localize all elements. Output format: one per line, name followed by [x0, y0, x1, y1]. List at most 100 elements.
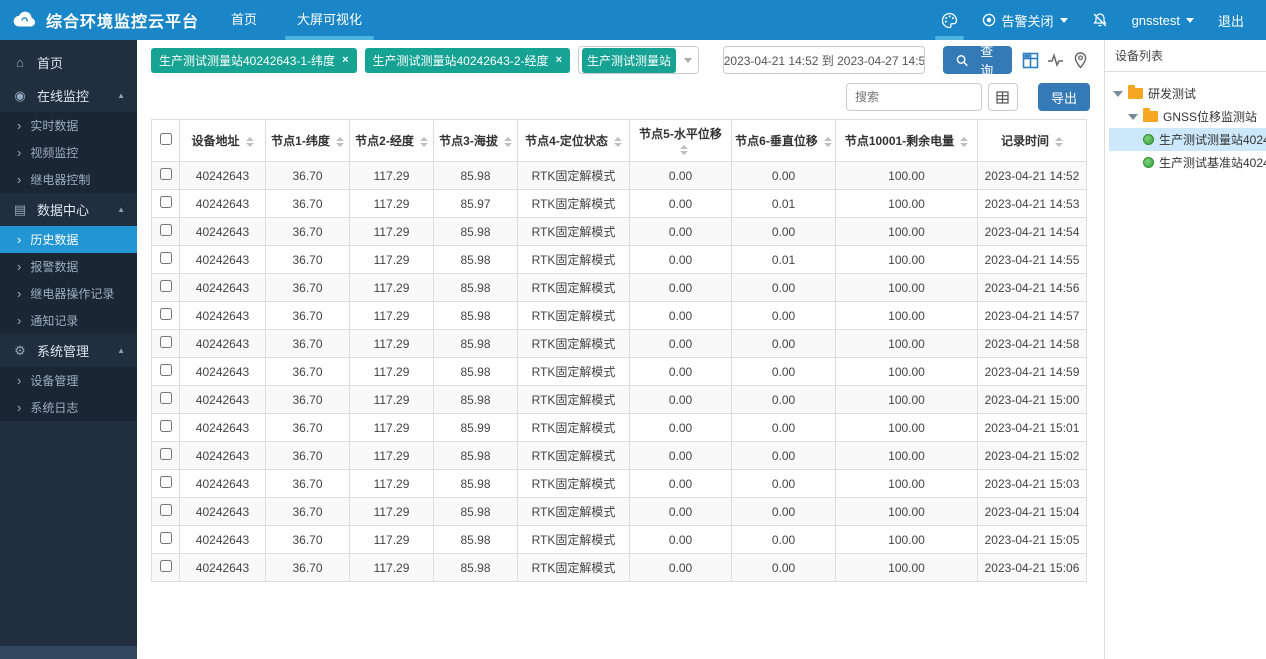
navbar-right: 告警关闭 gnsstest 退出: [934, 0, 1266, 40]
table-row: 40242643 36.70 117.29 85.98 RTK固定解模式 0.00 0.01…: [151, 245, 1087, 274]
row-checkbox[interactable]: [159, 560, 172, 572]
logout-button[interactable]: 退出: [1217, 13, 1244, 29]
table-cell: 85.98: [433, 301, 518, 330]
row-checkbox[interactable]: [159, 364, 172, 376]
chevron-up-icon: ▲: [117, 205, 125, 214]
sidebar-item-realtime-data[interactable]: › 实时数据: [0, 112, 137, 139]
table-cell: 0.00: [731, 217, 836, 246]
table-cell: 36.70: [265, 161, 350, 190]
sidebar-group-system-management[interactable]: ⚙ 系统管理 ▲: [0, 334, 137, 367]
tree-node-label: GNSS位移监测站: [1163, 110, 1258, 124]
sidebar-item-relay-control[interactable]: › 继电器控制: [0, 166, 137, 193]
column-header[interactable]: 节点5-水平位移: [629, 119, 732, 162]
sidebar-item-history-data[interactable]: › 历史数据: [0, 226, 137, 253]
table-cell: 0.00: [629, 161, 732, 190]
tree-node-device-measure-station[interactable]: 生产测试测量站40242: [1109, 128, 1266, 151]
column-header[interactable]: 节点2-经度: [349, 119, 434, 162]
remove-tag-icon[interactable]: ×: [555, 54, 562, 66]
sidebar-item-notification-log[interactable]: › 通知记录: [0, 307, 137, 334]
tree-node-folder-gnss-station[interactable]: GNSS位移监测站: [1109, 105, 1266, 128]
row-checkbox[interactable]: [159, 168, 172, 180]
tree-expand-icon[interactable]: [1128, 113, 1138, 120]
tree-node-device-base-station[interactable]: 生产测试基准站40242: [1109, 151, 1266, 174]
column-header[interactable]: 节点3-海拔: [433, 119, 518, 162]
table-cell: 85.98: [433, 357, 518, 386]
table-cell: 100.00: [835, 525, 978, 554]
tree-node-folder-rd-test[interactable]: 研发测试: [1109, 82, 1266, 105]
columns-toggle-button[interactable]: [987, 83, 1018, 111]
table-cell: 100.00: [835, 553, 978, 582]
sidebar-item-device-management[interactable]: › 设备管理: [0, 367, 137, 394]
row-select-cell: [151, 441, 180, 470]
sidebar-item-relay-operation-log[interactable]: › 继电器操作记录: [0, 280, 137, 307]
table-cell: 100.00: [835, 497, 978, 526]
user-menu[interactable]: gnsstest: [1132, 0, 1194, 40]
table-cell: 0.00: [731, 385, 836, 414]
theme-button[interactable]: [934, 0, 964, 40]
row-checkbox[interactable]: [159, 280, 172, 292]
select-all-checkbox[interactable]: [159, 133, 172, 145]
row-checkbox[interactable]: [159, 392, 172, 404]
mute-notifications-button[interactable]: [1092, 0, 1108, 40]
table-cell: 117.29: [349, 553, 434, 582]
chevron-right-icon: ›: [17, 118, 22, 133]
table-cell: 117.29: [349, 245, 434, 274]
column-header[interactable]: 记录时间: [977, 119, 1087, 162]
sidebar-menu: ⌂ 首页 ◉ 在线监控 ▲ › 实时数据 › 视频监控 › 继电器控制 ▤ 数据中心 ▲ › 历史数据 › 报警数…: [0, 46, 137, 421]
nav-dashboard[interactable]: 大屏可视化: [277, 0, 382, 40]
row-select-cell: [151, 469, 180, 498]
query-button[interactable]: 查询: [943, 44, 1013, 78]
sidebar-item-video-monitoring[interactable]: › 视频监控: [0, 139, 137, 166]
alarm-toggle[interactable]: 告警关闭: [982, 0, 1068, 40]
sidebar-group-online-monitoring[interactable]: ◉ 在线监控 ▲: [0, 79, 137, 112]
sidebar-collapse-bar[interactable]: [0, 646, 137, 659]
table-row: 40242643 36.70 117.29 85.98 RTK固定解模式 0.00 0.00…: [151, 441, 1087, 470]
table-cell: 100.00: [835, 441, 978, 470]
table-cell: 100.00: [835, 469, 978, 498]
column-header[interactable]: 设备地址: [179, 119, 266, 162]
chevron-right-icon: ›: [17, 145, 22, 160]
row-checkbox[interactable]: [159, 420, 172, 432]
sort-icon: [335, 136, 344, 147]
sort-icon: [245, 136, 254, 147]
table-view-icon[interactable]: [1020, 50, 1040, 70]
table-cell: 0.00: [731, 329, 836, 358]
sidebar-item-alarm-data[interactable]: › 报警数据: [0, 253, 137, 280]
table-cell: 0.00: [629, 469, 732, 498]
date-range-input[interactable]: [722, 46, 926, 74]
sidebar-item-label: 继电器控制: [30, 173, 91, 187]
remove-tag-icon[interactable]: ×: [342, 54, 349, 66]
row-select-cell: [151, 385, 180, 414]
nav-home[interactable]: 首页: [231, 12, 258, 27]
sidebar-item-system-log[interactable]: › 系统日志: [0, 394, 137, 421]
row-checkbox[interactable]: [159, 252, 172, 264]
table-cell: RTK固定解模式: [517, 161, 630, 190]
table-cell: 100.00: [835, 161, 978, 190]
map-view-icon[interactable]: [1070, 50, 1090, 70]
sidebar-group-home[interactable]: ⌂ 首页: [0, 46, 137, 79]
table-cell: 117.29: [349, 385, 434, 414]
export-button[interactable]: 导出: [1037, 83, 1090, 111]
filter-tag-label: 生产测试测量站40242643-2-经度: [372, 53, 549, 68]
sidebar-item-label: 实时数据: [30, 119, 79, 133]
table-cell: 40242643: [179, 245, 266, 274]
row-checkbox[interactable]: [159, 196, 172, 208]
row-checkbox[interactable]: [159, 336, 172, 348]
table-cell: 117.29: [349, 329, 434, 358]
row-checkbox[interactable]: [159, 532, 172, 544]
row-checkbox[interactable]: [159, 476, 172, 488]
tree-expand-icon[interactable]: [1113, 90, 1123, 97]
sidebar-group-data-center[interactable]: ▤ 数据中心 ▲: [0, 193, 137, 226]
row-checkbox[interactable]: [159, 308, 172, 320]
search-input[interactable]: [845, 83, 982, 111]
row-checkbox[interactable]: [159, 224, 172, 236]
column-header[interactable]: 节点6-垂直位移: [731, 119, 836, 162]
row-checkbox[interactable]: [159, 504, 172, 516]
table-row: 40242643 36.70 117.29 85.98 RTK固定解模式 0.00 0.00…: [151, 329, 1087, 358]
column-header[interactable]: 节点4-定位状态: [517, 119, 630, 162]
column-header[interactable]: 节点1-纬度: [265, 119, 350, 162]
row-checkbox[interactable]: [159, 448, 172, 460]
node-multiselect[interactable]: 生产测试测量站40242: [578, 46, 699, 74]
column-header[interactable]: 节点10001-剩余电量: [835, 119, 978, 162]
chart-view-icon[interactable]: [1045, 50, 1065, 70]
